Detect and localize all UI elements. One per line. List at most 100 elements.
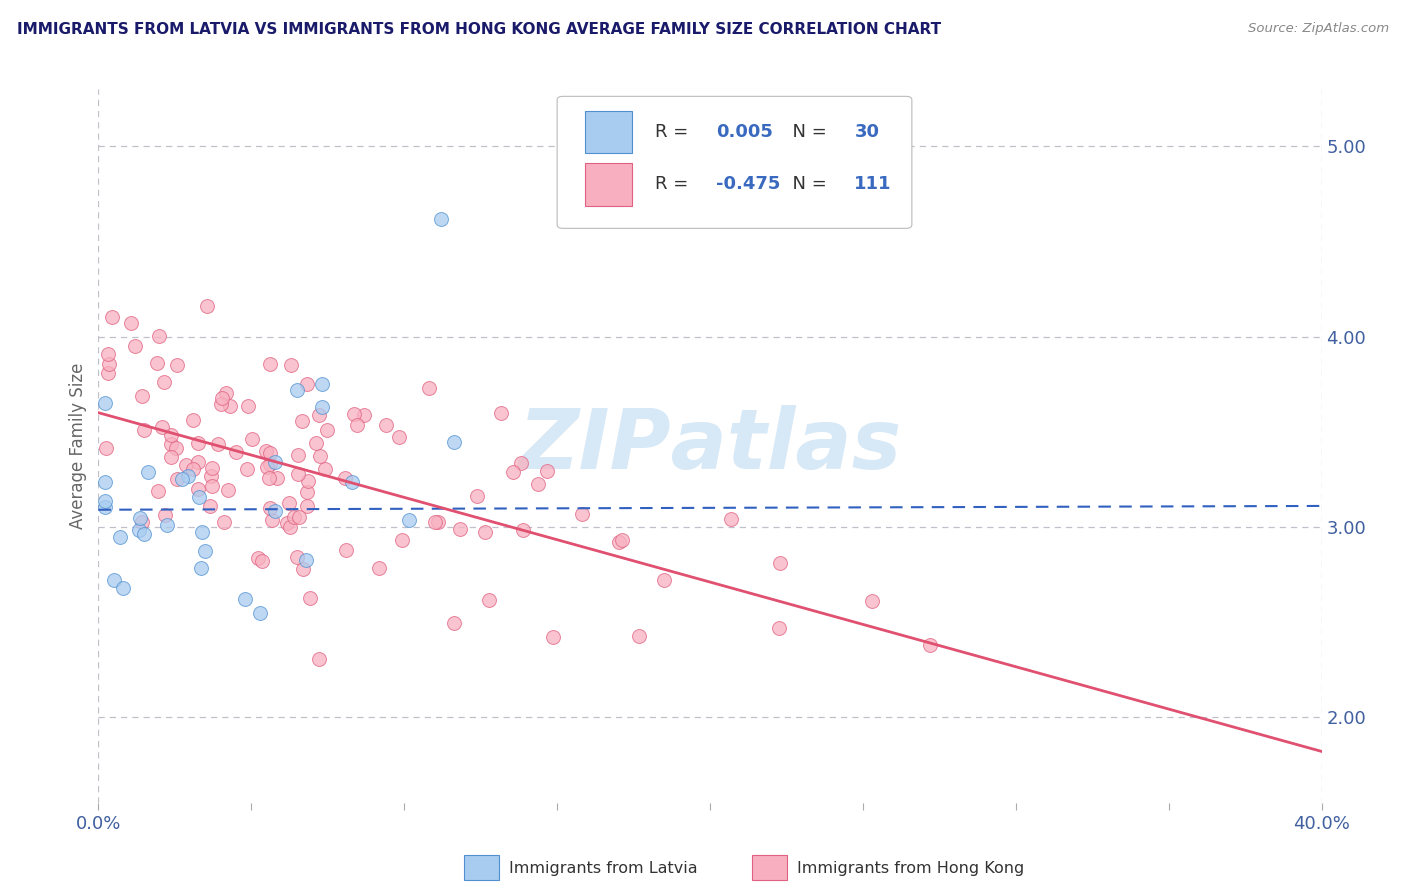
Point bbox=[287, 510, 309, 524]
Text: N =: N = bbox=[780, 175, 832, 193]
Point bbox=[121, 316, 143, 330]
Point bbox=[111, 581, 134, 595]
Point bbox=[340, 475, 363, 490]
Point bbox=[132, 423, 155, 437]
Point bbox=[607, 534, 630, 549]
Text: N =: N = bbox=[780, 123, 832, 141]
Point bbox=[155, 508, 177, 522]
Point bbox=[652, 573, 675, 587]
Point bbox=[353, 408, 375, 422]
FancyBboxPatch shape bbox=[557, 96, 912, 228]
Point bbox=[489, 406, 512, 420]
Point bbox=[97, 357, 120, 371]
Point bbox=[214, 515, 236, 529]
Point bbox=[299, 591, 322, 605]
Point bbox=[292, 562, 315, 576]
Point bbox=[207, 437, 229, 451]
Point bbox=[262, 513, 284, 527]
Point bbox=[200, 499, 222, 513]
Point bbox=[136, 466, 159, 480]
Text: 30: 30 bbox=[855, 123, 879, 141]
Point bbox=[259, 457, 281, 471]
Point bbox=[93, 494, 115, 508]
Point bbox=[297, 475, 319, 489]
Point bbox=[257, 471, 280, 485]
Point bbox=[367, 560, 389, 574]
Point bbox=[225, 445, 247, 459]
Point bbox=[308, 408, 330, 422]
Point bbox=[108, 530, 131, 544]
Point bbox=[423, 515, 446, 529]
Point bbox=[148, 329, 170, 343]
Point bbox=[720, 511, 742, 525]
Point bbox=[131, 389, 153, 403]
Point bbox=[129, 511, 152, 525]
Point bbox=[283, 509, 305, 524]
Point bbox=[346, 417, 368, 432]
Point bbox=[388, 430, 411, 444]
Point bbox=[467, 489, 489, 503]
Point bbox=[200, 468, 222, 483]
Point bbox=[297, 376, 319, 391]
Point bbox=[571, 507, 593, 521]
Text: Immigrants from Hong Kong: Immigrants from Hong Kong bbox=[797, 862, 1025, 876]
Point bbox=[238, 399, 260, 413]
Point bbox=[280, 359, 302, 373]
Point bbox=[181, 462, 204, 476]
Point bbox=[920, 638, 942, 652]
Point bbox=[166, 472, 188, 486]
Point bbox=[249, 606, 271, 620]
Text: 111: 111 bbox=[855, 175, 891, 193]
Point bbox=[191, 525, 214, 540]
Point bbox=[254, 444, 277, 458]
Point bbox=[277, 496, 299, 510]
Point bbox=[316, 423, 339, 437]
Point bbox=[294, 552, 316, 566]
Point bbox=[335, 542, 357, 557]
Point bbox=[93, 500, 115, 514]
Point bbox=[236, 461, 259, 475]
Point bbox=[287, 448, 309, 462]
Point bbox=[177, 469, 200, 483]
Point bbox=[132, 527, 155, 541]
Point bbox=[343, 407, 366, 421]
Point bbox=[305, 436, 328, 450]
Point bbox=[510, 456, 533, 470]
Point bbox=[187, 435, 209, 450]
Point bbox=[209, 397, 232, 411]
Point bbox=[233, 592, 256, 607]
Text: R =: R = bbox=[655, 123, 695, 141]
Point bbox=[536, 464, 558, 478]
Point bbox=[333, 471, 356, 485]
Point bbox=[443, 616, 465, 631]
Point bbox=[264, 455, 287, 469]
Point bbox=[103, 573, 125, 587]
Point bbox=[768, 621, 790, 635]
Point bbox=[153, 375, 176, 389]
Point bbox=[502, 465, 524, 479]
Point bbox=[172, 472, 194, 486]
Point bbox=[252, 554, 274, 568]
Point bbox=[219, 399, 242, 413]
Text: -0.475: -0.475 bbox=[716, 175, 780, 193]
Point bbox=[215, 386, 238, 401]
Point bbox=[309, 449, 332, 463]
Point bbox=[159, 428, 181, 442]
Point bbox=[478, 593, 501, 607]
Point bbox=[259, 357, 281, 371]
Point bbox=[443, 435, 465, 450]
Point bbox=[101, 310, 124, 324]
Point bbox=[398, 513, 420, 527]
Point bbox=[201, 479, 224, 493]
Point bbox=[194, 543, 217, 558]
Point bbox=[97, 366, 120, 380]
Point bbox=[188, 490, 211, 504]
Point bbox=[160, 437, 183, 451]
Point bbox=[285, 549, 308, 564]
Text: ZIP​atlas: ZIP​atlas bbox=[519, 406, 901, 486]
Point bbox=[247, 550, 270, 565]
Bar bbox=[585, 162, 631, 205]
Point bbox=[146, 356, 169, 370]
Point bbox=[391, 533, 413, 547]
Point bbox=[512, 523, 534, 537]
